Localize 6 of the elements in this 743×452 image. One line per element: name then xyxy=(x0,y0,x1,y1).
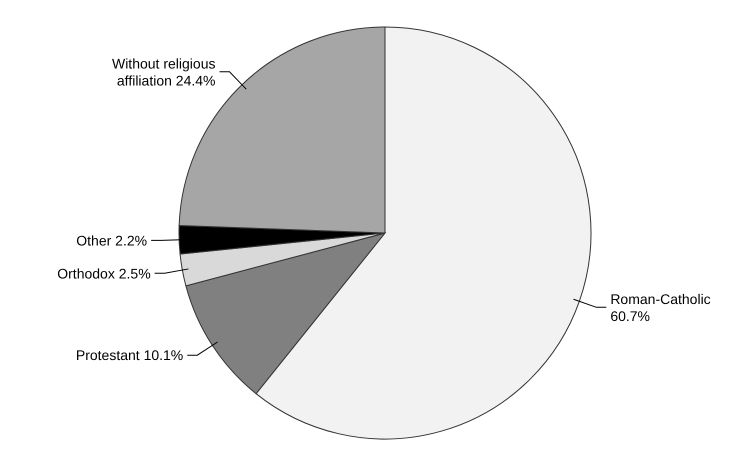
slice-label: Protestant 10.1% xyxy=(76,347,184,364)
slice-label: Orthodox 2.5% xyxy=(57,265,151,282)
slice-label: Without religious affiliation 24.4% xyxy=(112,55,216,88)
slice-label: Roman-Catholic xyxy=(610,290,711,307)
slice-label: Other 2.2% xyxy=(76,232,148,248)
data-label: 60.7% xyxy=(610,308,650,324)
